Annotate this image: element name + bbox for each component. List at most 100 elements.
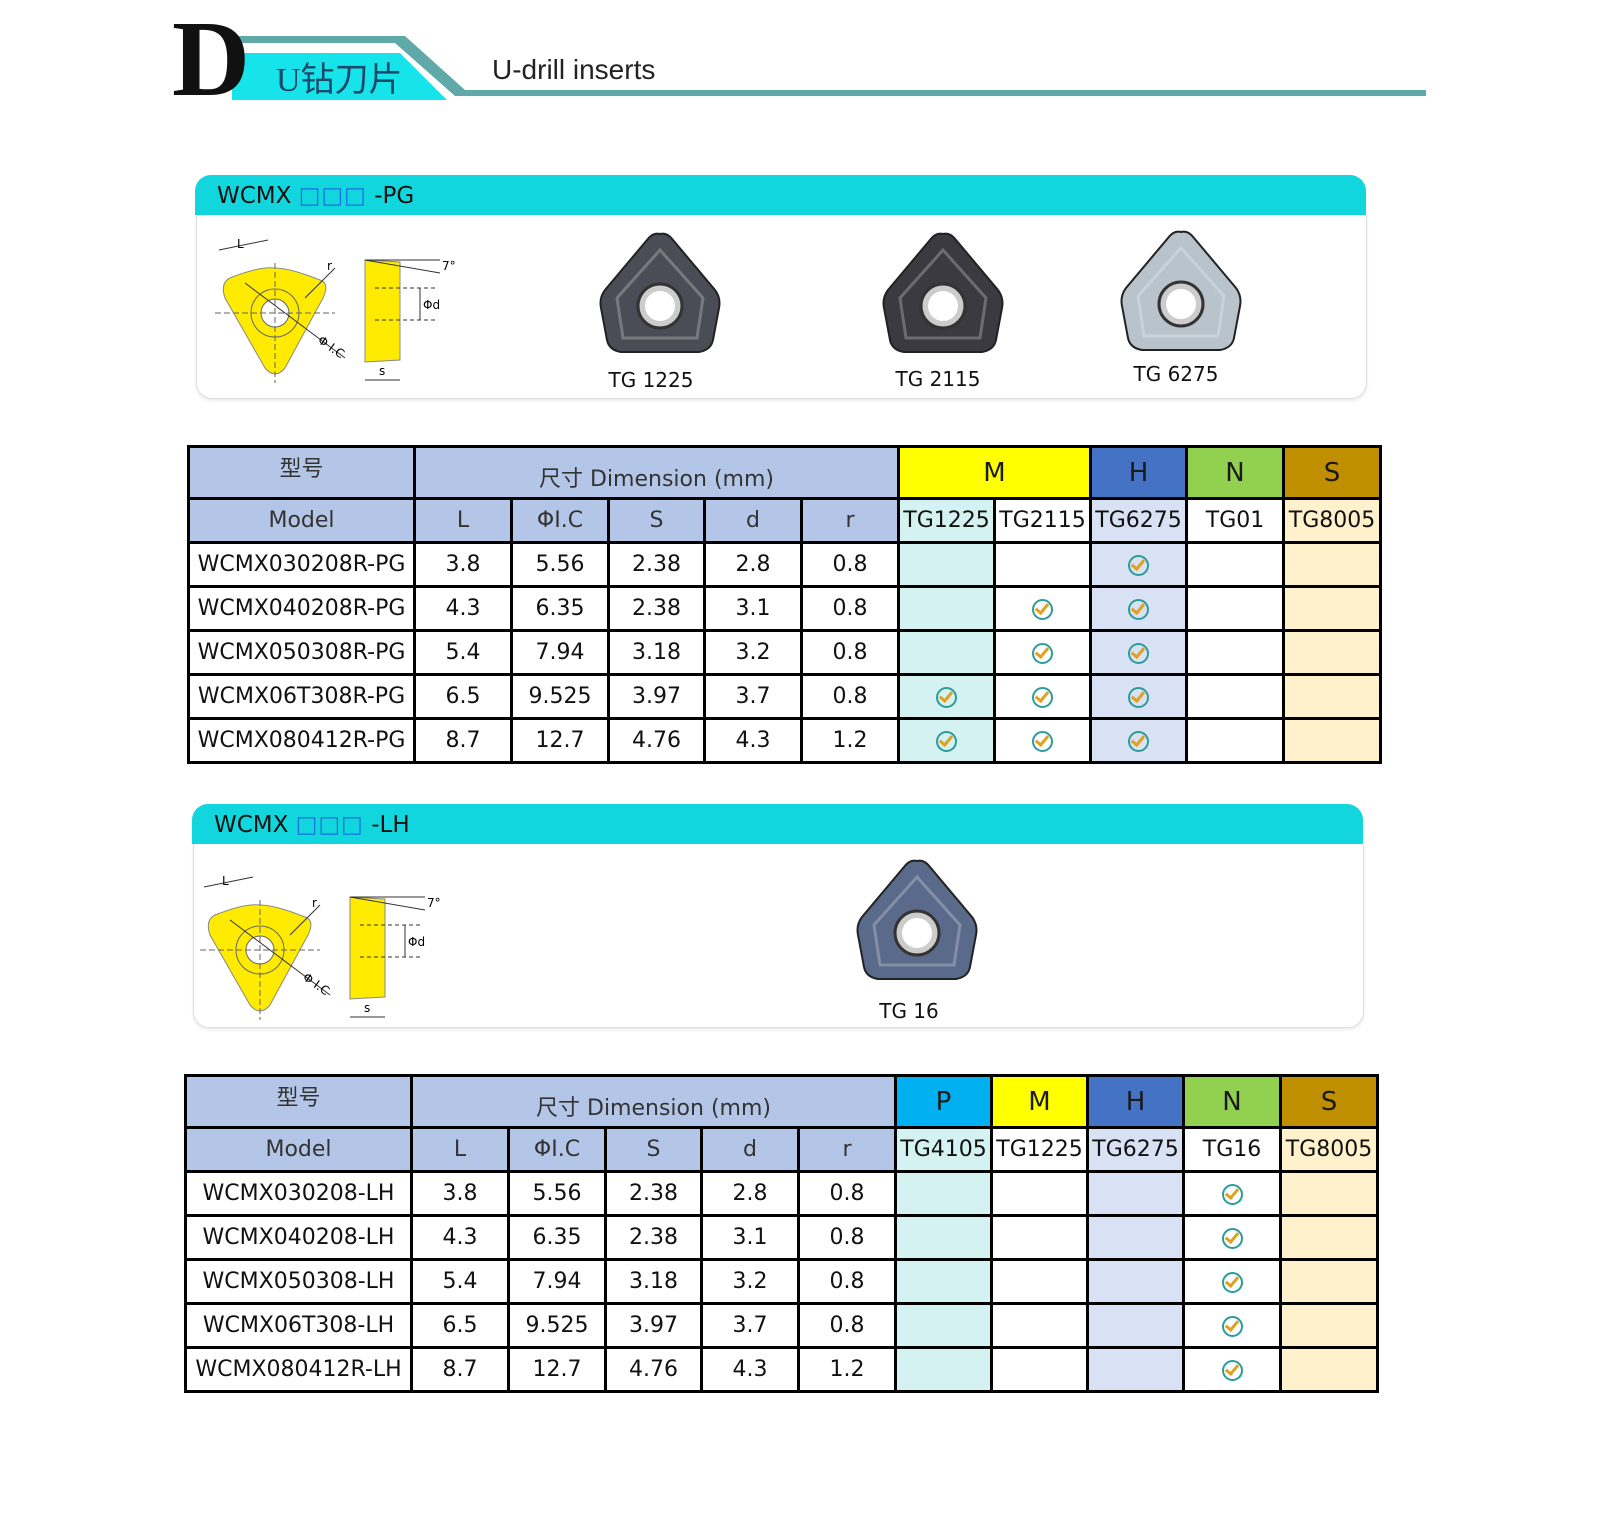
grade-cell	[1282, 673, 1382, 720]
banner-boxes: □□□	[295, 812, 364, 838]
svg-text:s: s	[379, 364, 385, 378]
dim-cell: 4.3	[413, 585, 513, 632]
grade-cell	[1089, 541, 1188, 588]
banner-prefix: WCMX	[214, 812, 296, 838]
grade-cell	[990, 1302, 1089, 1349]
grade-cell	[897, 541, 996, 588]
model-cn-header: 型号	[184, 1074, 413, 1129]
check-icon	[1032, 598, 1053, 620]
table-row: WCMX040208-LH 4.3 6.35 2.38 3.1 0.8	[184, 1214, 1379, 1261]
section-box-pg	[196, 215, 1367, 399]
check-icon	[1032, 686, 1053, 708]
insert-icon	[856, 859, 978, 980]
check-icon	[1128, 554, 1149, 576]
dim-cell: 0.8	[797, 1302, 897, 1349]
dim-cell: 6.5	[413, 673, 513, 720]
material-group-n: N	[1182, 1074, 1282, 1129]
grade-cell	[1185, 541, 1285, 588]
check-icon	[1128, 686, 1149, 708]
grade-cell	[990, 1346, 1089, 1393]
dim-cell: 2.8	[703, 541, 803, 588]
dim-cell: 3.8	[410, 1170, 510, 1217]
grade-header: TG01	[1185, 497, 1285, 544]
grade-cell	[1182, 1346, 1282, 1393]
check-icon	[1221, 1183, 1243, 1205]
grade-cell	[1279, 1214, 1379, 1261]
insert-caption: TG 6275	[1133, 362, 1219, 386]
table-row: WCMX080412R-PG 8.7 12.7 4.76 4.3 1.2	[187, 717, 1382, 764]
svg-text:L: L	[222, 874, 229, 888]
insert-icon	[599, 232, 721, 353]
grade-cell	[1182, 1214, 1282, 1261]
dim-cell: 3.7	[703, 673, 803, 720]
model-cn-header: 型号	[187, 445, 416, 500]
grade-cell	[1282, 541, 1382, 588]
grade-cell	[897, 717, 996, 764]
insert-photo-tg2115: TG 2115	[878, 228, 1008, 391]
dim-cell: 2.8	[700, 1170, 800, 1217]
grade-cell	[1282, 717, 1382, 764]
insert-caption: TG 2115	[895, 367, 981, 391]
dim-cell: 6.5	[410, 1302, 510, 1349]
grade-header: TG8005	[1279, 1126, 1379, 1173]
grade-cell	[1185, 717, 1285, 764]
dim-header: d	[703, 497, 803, 544]
dim-cell: 0.8	[800, 541, 900, 588]
grade-cell	[1279, 1170, 1379, 1217]
dim-header: r	[800, 497, 900, 544]
banner-boxes: □□□	[298, 183, 367, 209]
svg-text:7°: 7°	[442, 259, 456, 273]
grade-cell	[1185, 673, 1285, 720]
grade-cell	[1185, 629, 1285, 676]
grade-cell	[897, 673, 996, 720]
material-group-h: H	[1089, 445, 1188, 500]
grade-cell	[1089, 629, 1188, 676]
model-cell: WCMX040208-LH	[184, 1214, 413, 1261]
grade-cell	[1182, 1302, 1282, 1349]
grade-cell	[1089, 717, 1188, 764]
check-icon	[936, 730, 957, 752]
model-en-header: Model	[187, 497, 416, 544]
grade-cell	[1086, 1258, 1185, 1305]
table-row: WCMX050308R-PG 5.4 7.94 3.18 3.2 0.8	[187, 629, 1382, 676]
dim-cell: 4.3	[700, 1346, 800, 1393]
grade-cell	[1086, 1346, 1185, 1393]
dim-header: ΦI.C	[507, 1126, 607, 1173]
model-cell: WCMX080412R-LH	[184, 1346, 413, 1393]
insert-photo-tg1225: TG 1225	[595, 228, 725, 392]
chapter-letter: D	[172, 0, 250, 119]
dim-cell: 3.2	[703, 629, 803, 676]
grade-cell	[894, 1346, 993, 1393]
dim-header: L	[410, 1126, 510, 1173]
grade-cell	[993, 717, 1092, 764]
table-row: WCMX040208R-PG 4.3 6.35 2.38 3.1 0.8	[187, 585, 1382, 632]
dim-cell: 3.1	[703, 585, 803, 632]
grade-cell	[1279, 1302, 1379, 1349]
check-icon	[1221, 1271, 1243, 1293]
check-icon	[1221, 1315, 1243, 1337]
check-icon	[1032, 730, 1053, 752]
grade-cell	[1279, 1258, 1379, 1305]
section-banner-lh: WCMX □□□ -LH	[192, 804, 1363, 844]
grade-cell	[990, 1170, 1089, 1217]
check-icon	[936, 686, 957, 708]
dim-header: L	[413, 497, 513, 544]
model-cell: WCMX040208R-PG	[187, 585, 416, 632]
dim-cell: 4.76	[607, 717, 706, 764]
grade-cell	[990, 1214, 1089, 1261]
material-group-n: N	[1185, 445, 1285, 500]
model-cell: WCMX06T308R-PG	[187, 673, 416, 720]
grade-cell	[1089, 673, 1188, 720]
dim-cell: 8.7	[413, 717, 513, 764]
grade-cell	[1182, 1258, 1282, 1305]
banner-suffix: -LH	[363, 812, 410, 838]
dimension-header: 尺寸 Dimension (mm)	[413, 445, 900, 500]
dim-cell: 7.94	[510, 629, 610, 676]
grade-cell	[993, 673, 1092, 720]
table-row: WCMX080412R-LH 8.7 12.7 4.76 4.3 1.2	[184, 1346, 1379, 1393]
material-group-m: M	[990, 1074, 1089, 1129]
group-header-row: 型号 尺寸 Dimension (mm) P M H N S	[184, 1074, 1379, 1129]
